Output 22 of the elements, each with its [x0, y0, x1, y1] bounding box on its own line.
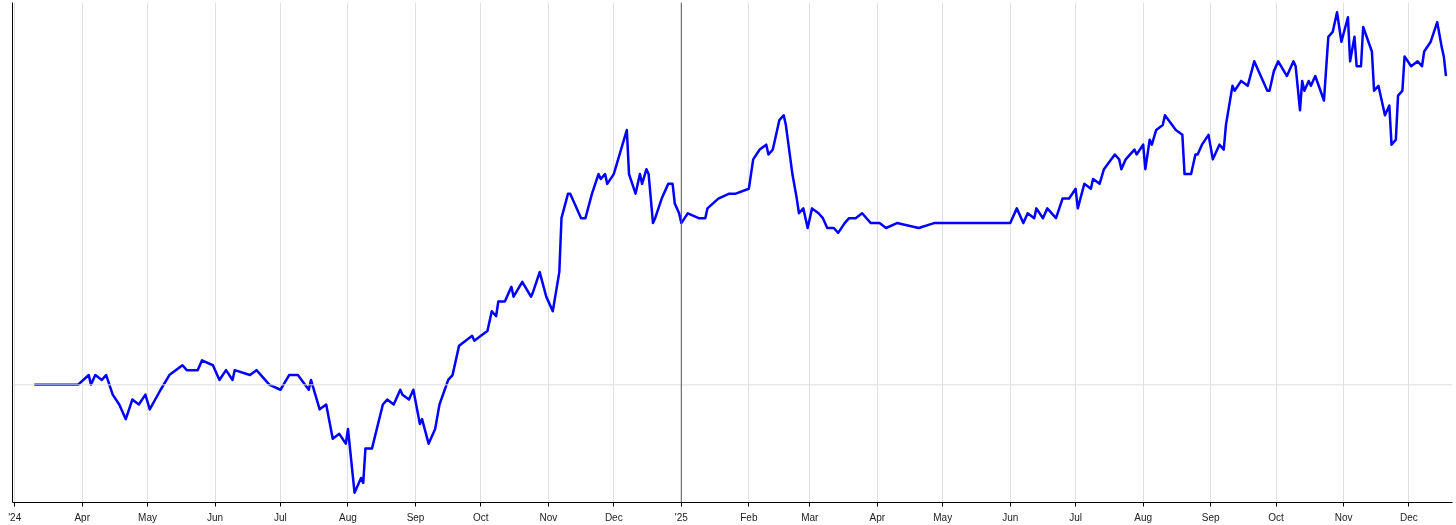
x-tick-label: Aug: [339, 511, 357, 523]
x-tick-label: Sep: [1201, 511, 1221, 523]
x-tick-label: Nov: [1334, 511, 1353, 523]
x-tick-label: May: [933, 511, 953, 523]
x-tick-label: Nov: [539, 511, 558, 523]
x-tick-label: Mar: [801, 511, 820, 523]
x-tick-label: '25: [674, 511, 689, 523]
x-tick-label: Feb: [740, 511, 758, 523]
x-tick-label: Oct: [1268, 511, 1285, 523]
x-tick-label: Apr: [869, 511, 886, 523]
x-tick-label: '24: [8, 511, 22, 523]
x-tick-label: Oct: [473, 511, 489, 523]
x-tick-label: Dec: [1400, 511, 1418, 523]
x-tick-label: Sep: [406, 511, 425, 523]
x-tick-label: Jul: [274, 511, 287, 523]
x-tick-label: Apr: [74, 511, 91, 523]
x-tick-label: Dec: [604, 511, 623, 523]
x-tick-label: Jun: [207, 511, 224, 523]
x-tick-label: Jul: [1069, 511, 1083, 523]
x-tick-label: May: [138, 511, 158, 523]
x-tick-label: Aug: [1134, 511, 1153, 523]
x-tick-label: Jun: [1002, 511, 1019, 523]
